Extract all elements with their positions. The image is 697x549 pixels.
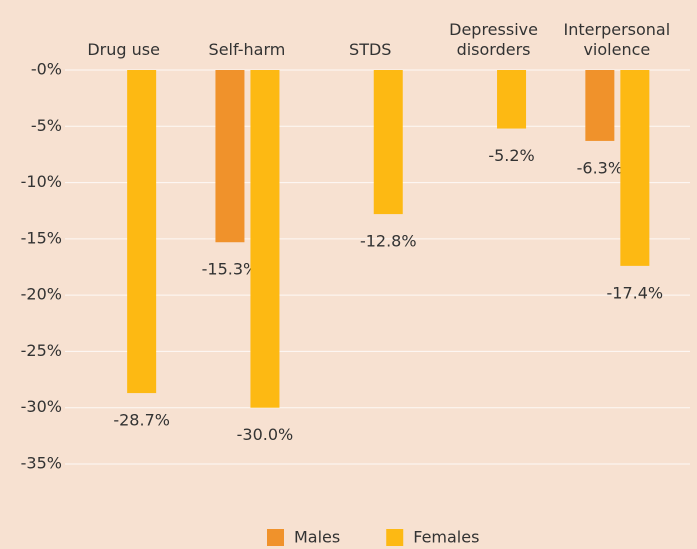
bar <box>215 70 245 243</box>
x-tick-label: Self-harm <box>208 40 286 59</box>
bar <box>497 70 527 129</box>
legend-swatch <box>386 529 404 546</box>
data-label: -28.7% <box>113 411 170 430</box>
data-label: -30.0% <box>237 425 294 444</box>
y-tick-label: -20% <box>21 285 62 304</box>
data-label: -5.2% <box>488 146 534 165</box>
y-tick-label: -5% <box>31 116 62 135</box>
legend-label: Females <box>413 528 479 547</box>
y-tick-label: -15% <box>21 228 62 247</box>
y-tick-label: -10% <box>21 172 62 191</box>
bar <box>620 70 650 266</box>
legend-swatch <box>267 529 284 546</box>
x-tick-label: STDS <box>349 40 392 59</box>
legend-label: Males <box>294 528 340 547</box>
x-tick-label: Drug use <box>87 40 160 59</box>
data-label: -17.4% <box>607 283 664 302</box>
y-tick-label: -0% <box>31 60 62 79</box>
y-tick-label: -30% <box>21 397 62 416</box>
data-label: -6.3% <box>577 158 623 177</box>
bar <box>250 70 280 408</box>
x-tick-label: Depressive disorders <box>449 20 538 59</box>
bar <box>585 70 615 141</box>
x-tick-label: Interpersonal violence <box>563 20 671 59</box>
bar <box>127 70 157 394</box>
y-tick-label: -25% <box>21 341 62 360</box>
bar <box>373 70 403 215</box>
y-tick-label: -35% <box>21 454 62 473</box>
data-label: -12.8% <box>360 232 417 251</box>
data-label: -15.3% <box>202 260 259 279</box>
